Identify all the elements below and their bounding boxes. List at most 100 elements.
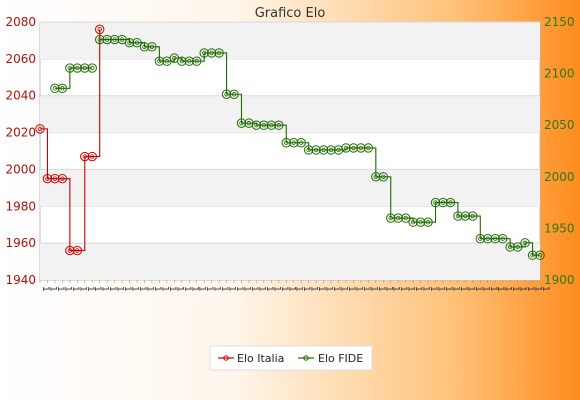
grid-band xyxy=(40,169,540,207)
x-tick-label: 1 xyxy=(182,286,192,292)
data-point-inner xyxy=(284,140,289,145)
data-point xyxy=(184,56,194,66)
data-point-inner xyxy=(127,40,132,45)
data-point-inner xyxy=(172,55,177,61)
data-point-inner xyxy=(82,65,87,71)
data-point xyxy=(80,151,90,162)
x-tick-label: 1 xyxy=(368,286,378,292)
data-point xyxy=(236,118,247,128)
left-tick-label: 2040 xyxy=(5,89,36,103)
x-tick-label: 1 xyxy=(130,286,140,292)
data-point-inner xyxy=(112,37,117,42)
data-point-inner xyxy=(373,174,379,179)
x-tick-label: 1 xyxy=(189,286,199,292)
x-tick-label: 1 xyxy=(144,286,154,292)
x-tick-label: 1 xyxy=(212,286,222,292)
data-point-inner xyxy=(493,236,498,241)
data-point xyxy=(483,234,493,244)
x-tick-label: 1 xyxy=(137,286,147,292)
x-tick-label: 1 xyxy=(40,286,50,292)
x-tick-label: 1 xyxy=(309,286,319,292)
x-tick-label: 1 xyxy=(92,286,102,292)
data-point-inner xyxy=(463,213,468,219)
data-point-inner xyxy=(403,215,408,221)
data-point-inner xyxy=(75,65,80,71)
data-point-inner xyxy=(164,59,170,64)
left-axis-ticks: 1940 1960 1980 2000 2020 2040 2060 2080 xyxy=(5,15,36,287)
data-point-inner xyxy=(336,147,341,153)
x-tick-label: 1 xyxy=(458,286,468,292)
x-tick-label: 1 xyxy=(167,286,177,292)
data-point xyxy=(490,234,500,244)
data-point-inner xyxy=(321,147,326,153)
data-point xyxy=(87,151,97,162)
data-point-inner xyxy=(396,215,401,221)
data-point-inner xyxy=(216,50,222,56)
data-point xyxy=(57,83,68,94)
right-tick-label: 1950 xyxy=(544,221,575,235)
data-point-inner xyxy=(187,59,192,64)
x-tick-label: 1 xyxy=(174,286,184,292)
right-tick-label: 2100 xyxy=(544,67,575,81)
grid-band xyxy=(40,243,540,280)
x-tick-label: 1 xyxy=(47,286,57,292)
x-tick-label: 1 xyxy=(264,286,274,292)
data-point xyxy=(109,34,120,45)
data-point-inner xyxy=(269,122,274,128)
x-tick-label: 1 xyxy=(62,286,72,292)
series-layer xyxy=(35,24,545,260)
x-tick-label: 1 xyxy=(316,286,326,292)
data-point xyxy=(423,217,433,227)
data-point-inner xyxy=(231,92,237,97)
x-tick-label: 1 xyxy=(510,286,520,292)
data-point xyxy=(221,89,232,99)
legend-box xyxy=(209,345,373,371)
data-point xyxy=(438,197,448,208)
x-tick-label: 1 xyxy=(436,286,446,292)
data-point-inner xyxy=(515,244,520,250)
series-line-2 xyxy=(54,67,93,89)
x-tick-label: 1 xyxy=(159,286,169,292)
data-point xyxy=(35,124,45,134)
x-tick-label: 1 xyxy=(85,286,95,292)
data-point-inner xyxy=(239,120,244,126)
left-tick-label: 1980 xyxy=(5,199,36,213)
data-point-inner xyxy=(60,176,65,181)
data-point-inner xyxy=(306,147,311,153)
x-tick-label: 1 xyxy=(383,286,393,292)
legend-italia-label: Elo Italia xyxy=(237,352,284,365)
data-point-inner xyxy=(507,244,513,250)
data-point xyxy=(72,63,83,73)
data-point xyxy=(95,34,105,45)
data-point-inner xyxy=(52,176,58,181)
data-point-inner xyxy=(433,200,438,205)
data-point xyxy=(468,211,478,221)
data-point xyxy=(147,42,157,52)
data-point xyxy=(311,145,321,155)
x-tick-label: 1 xyxy=(450,286,460,292)
data-point-inner xyxy=(201,50,207,56)
data-point-inner xyxy=(455,213,461,219)
data-point xyxy=(87,63,97,73)
data-point xyxy=(333,145,344,155)
data-point xyxy=(356,143,366,153)
data-point xyxy=(192,56,202,66)
right-tick-label: 1900 xyxy=(544,273,575,287)
legend-italia-marker xyxy=(223,355,229,361)
data-point-inner xyxy=(224,92,229,97)
data-point xyxy=(229,89,239,99)
data-point-inner xyxy=(291,140,296,145)
data-point-inner xyxy=(276,122,282,128)
x-tick-label: 1 xyxy=(70,286,80,292)
data-point xyxy=(453,211,463,221)
data-point xyxy=(65,63,75,73)
data-point-inner xyxy=(470,213,476,219)
x-tick-label: 1 xyxy=(480,286,490,292)
x-tick-label: 1 xyxy=(286,286,296,292)
x-tick-label: 1 xyxy=(540,286,550,292)
data-point-inner xyxy=(104,37,110,42)
data-point xyxy=(95,24,105,35)
data-point xyxy=(386,213,396,223)
x-tick-label: 1 xyxy=(443,286,453,292)
x-tick-label: 1 xyxy=(249,286,259,292)
